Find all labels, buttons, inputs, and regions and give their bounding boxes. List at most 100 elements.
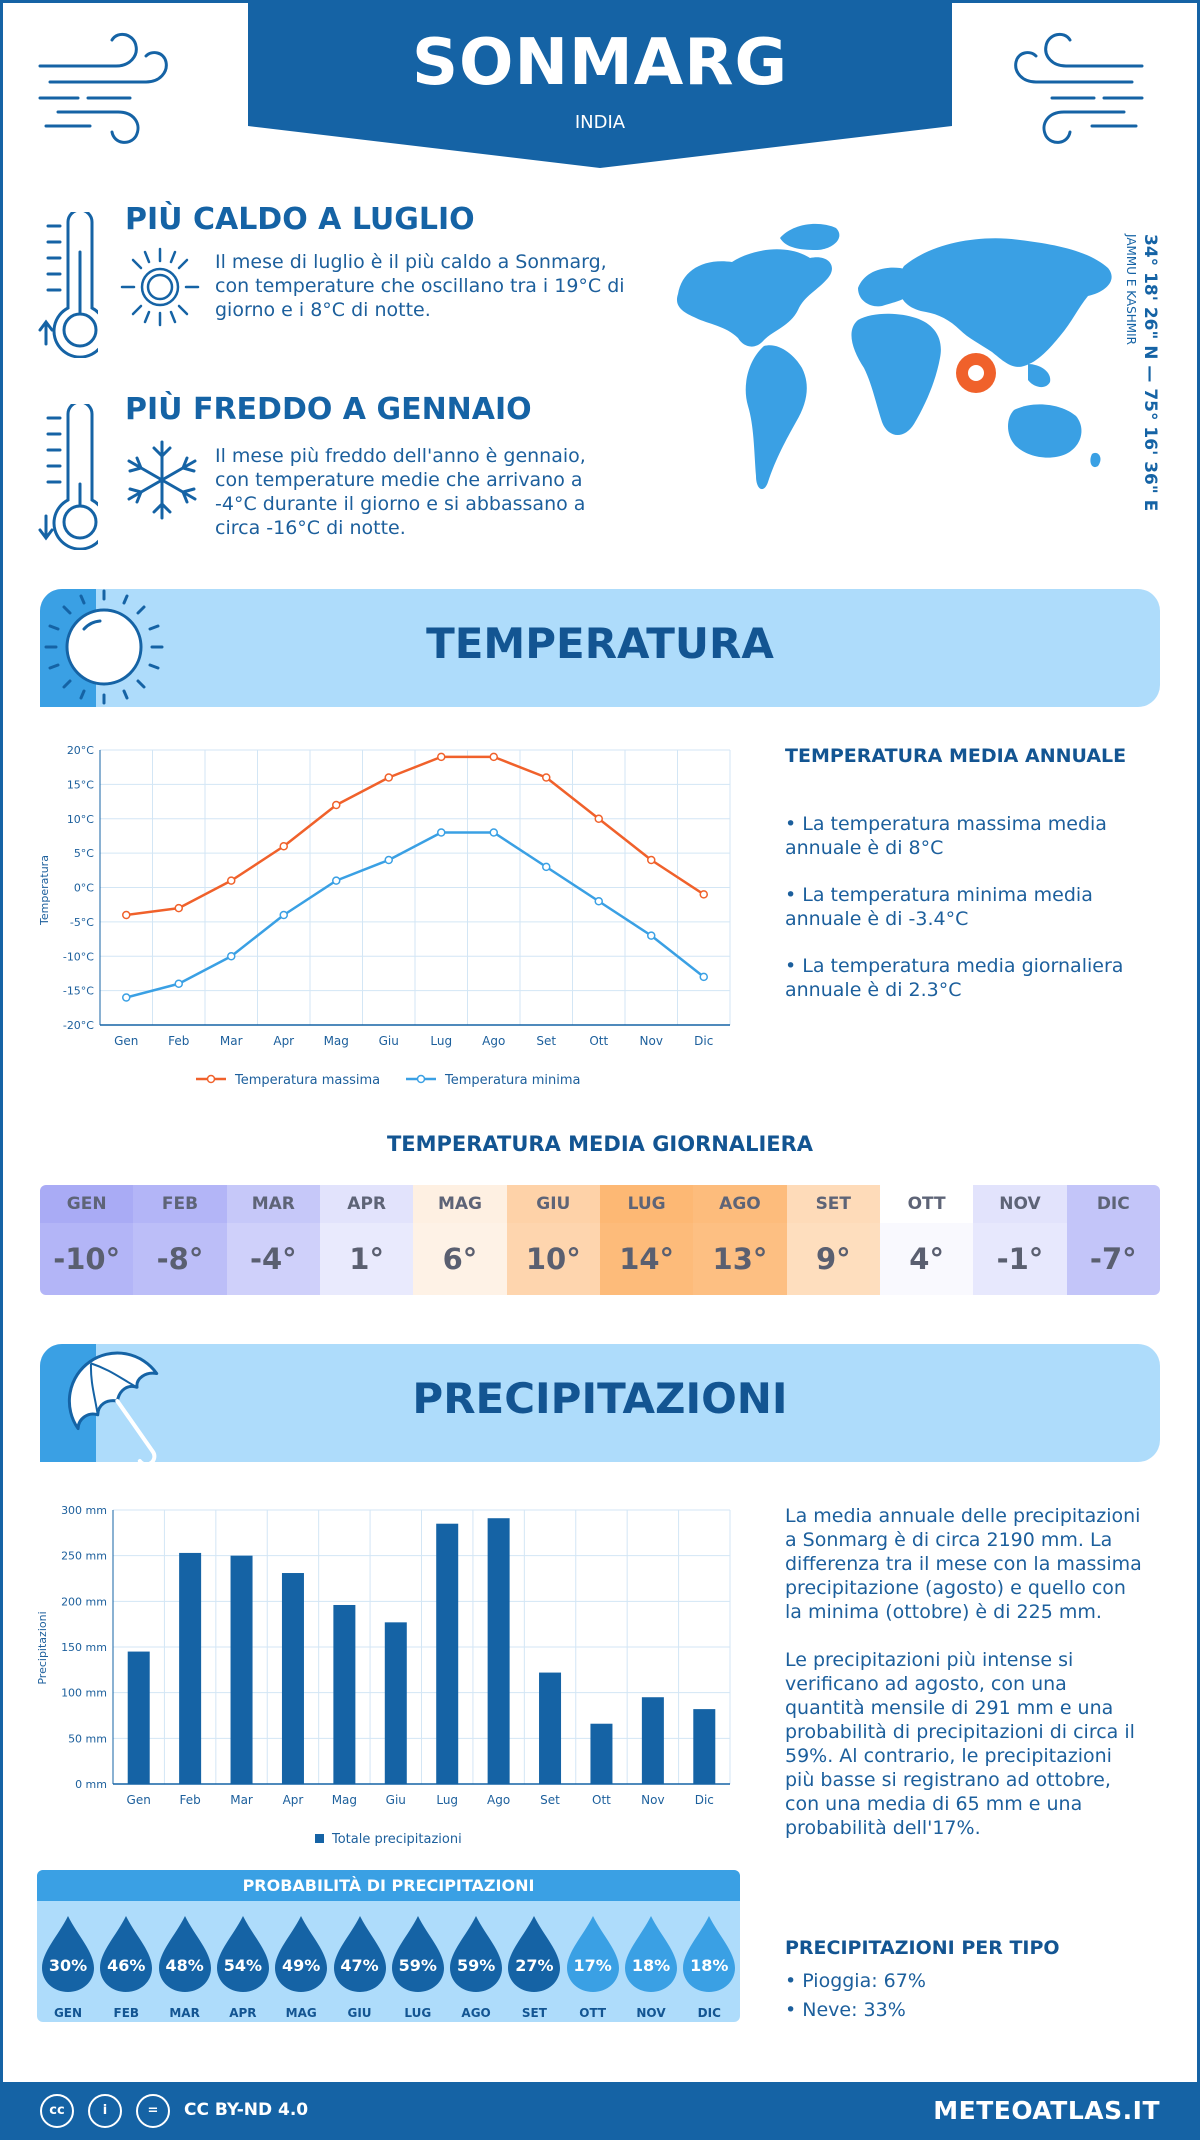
drop-month: NOV <box>636 2006 666 2020</box>
drop-month: FEB <box>113 2006 140 2020</box>
precip-drop: 17% OTT <box>565 1914 621 2020</box>
cc-icon: cc <box>40 2094 74 2128</box>
drop-month: DIC <box>697 2006 721 2020</box>
precip-x-tick: Ago <box>487 1793 510 1807</box>
temp-max-point <box>542 773 551 782</box>
precip-drop: 47% GIU <box>332 1914 388 2020</box>
region-text: JAMMU E KASHMIR <box>1124 234 1138 345</box>
temp-x-tick: Giu <box>379 1034 399 1048</box>
cold-text: Il mese più freddo dell'anno è gennaio, … <box>215 445 586 539</box>
daily-month: DIC <box>1066 1185 1160 1223</box>
daily-month: OTT <box>879 1185 974 1223</box>
drop-percentage: 30% <box>48 1956 88 1975</box>
temp-min-point <box>384 855 393 865</box>
temp-y-tick: 10°C <box>67 813 94 826</box>
precip-drop: 18% NOV <box>623 1914 679 2020</box>
precip-drop: 18% DIC <box>681 1914 737 2020</box>
annual-temp-title: TEMPERATURA MEDIA ANNUALE <box>785 745 1127 767</box>
temp-max-point <box>279 842 288 851</box>
footer: cc i = CC BY-ND 4.0 METEOATLAS.IT <box>0 2082 1200 2140</box>
daily-cell: FEB -8° <box>133 1185 227 1295</box>
daily-month: FEB <box>133 1185 227 1223</box>
legend-max: Temperatura massima <box>234 1073 380 1088</box>
daily-cell: SET 9° <box>786 1185 880 1295</box>
temp-min-line <box>125 831 705 999</box>
daily-cell: MAR -4° <box>226 1185 320 1295</box>
daily-temp-table: GEN -10° FEB -8° MAR -4° APR 1° MAG 6° GIU 10°… <box>40 1185 1160 1295</box>
temperature-section-header: TEMPERATURA <box>40 589 1160 707</box>
temp-y-tick: -10°C <box>63 950 94 963</box>
precip-x-tick: Nov <box>641 1793 664 1807</box>
precip-x-tick: Giu <box>386 1793 406 1807</box>
precip-bar <box>333 1604 356 1784</box>
site-link[interactable]: METEOATLAS.IT <box>933 2096 1160 2125</box>
world-map <box>676 223 1112 490</box>
drop-percentage: 47% <box>340 1956 379 1975</box>
temp-y-tick: -5°C <box>70 916 94 929</box>
precip-drop: 30% GEN <box>40 1914 96 2020</box>
temp-max-point <box>699 890 708 899</box>
precip-bar <box>487 1518 510 1784</box>
temp-min-point <box>332 876 341 885</box>
daily-temp-title: TEMPERATURA MEDIA GIORNALIERA <box>386 1132 814 1156</box>
precipitation-text-1: La media annuale delle precipitazioni a … <box>785 1505 1142 1623</box>
temp-x-tick: Lug <box>430 1034 452 1048</box>
drop-month: MAR <box>169 2006 200 2020</box>
wind-icon <box>1014 32 1144 144</box>
daily-month: LUG <box>599 1185 694 1223</box>
raindrop-icon <box>216 1916 269 1992</box>
temp-x-tick: Ott <box>589 1034 608 1048</box>
daily-month: GIU <box>506 1185 600 1223</box>
hot-title: PIÙ CALDO A LUGLIO <box>125 202 475 237</box>
daily-cell: LUG 14° <box>599 1185 694 1295</box>
legend-precip: Totale precipitazioni <box>331 1832 462 1847</box>
precip-x-tick: Dic <box>695 1793 714 1807</box>
drop-percentage: 17% <box>573 1956 612 1975</box>
drop-month: AGO <box>461 2006 491 2020</box>
temp-min-point <box>174 979 183 988</box>
daily-value: 1° <box>319 1223 414 1295</box>
daily-cell: GEN -10° <box>40 1185 134 1295</box>
daily-cell: DIC -7° <box>1066 1185 1160 1295</box>
wind-icon <box>38 32 168 144</box>
temperature-ylabel: Temperatura <box>38 855 51 926</box>
daily-value: 13° <box>693 1223 787 1295</box>
daily-value: -4° <box>226 1223 320 1295</box>
temp-max-point <box>437 752 446 762</box>
precip-drop: 49% MAG <box>273 1914 329 2020</box>
raindrop-icon <box>42 1916 94 1992</box>
temp-min-point <box>437 828 446 837</box>
drop-month: MAG <box>285 2006 317 2020</box>
temp-y-tick: -15°C <box>63 985 94 998</box>
precip-y-tick: 300 mm <box>61 1504 107 1517</box>
precip-y-tick: 150 mm <box>61 1641 107 1654</box>
temp-x-tick: Apr <box>273 1034 294 1048</box>
raindrop-icon <box>158 1916 211 1992</box>
probability-title: PROBABILITÀ DI PRECIPITAZIONI <box>37 1870 740 1901</box>
thermometer-hot-icon <box>38 212 98 358</box>
sun-badge-icon <box>40 589 164 707</box>
daily-value: 10° <box>506 1223 600 1295</box>
daily-value: 9° <box>786 1223 880 1295</box>
temp-x-tick: Feb <box>168 1034 189 1048</box>
daily-month: MAR <box>226 1185 320 1223</box>
temp-y-tick: 15°C <box>67 778 94 791</box>
precip-type-title: PRECIPITAZIONI PER TIPO <box>785 1937 1060 1959</box>
precip-drop: 48% MAR <box>157 1914 213 2020</box>
daily-value: -8° <box>133 1223 227 1295</box>
temp-max-point <box>489 752 498 762</box>
daily-cell: OTT 4° <box>879 1185 974 1295</box>
temperature-legend: Temperatura massima Temperatura minima <box>196 1073 581 1088</box>
umbrella-icon <box>40 1344 159 1467</box>
daily-value: 4° <box>879 1223 974 1295</box>
temp-min-point <box>699 972 708 982</box>
raindrop-icon <box>566 1916 619 1992</box>
drop-percentage: 18% <box>690 1956 729 1975</box>
temp-x-tick: Dic <box>694 1034 713 1048</box>
raindrop-icon <box>625 1916 677 1992</box>
daily-cell: AGO 13° <box>693 1185 787 1295</box>
country-name: INDIA <box>574 112 626 133</box>
drop-percentage: 54% <box>223 1956 263 1975</box>
precip-bar <box>384 1622 407 1784</box>
daily-cell: NOV -1° <box>973 1185 1067 1295</box>
